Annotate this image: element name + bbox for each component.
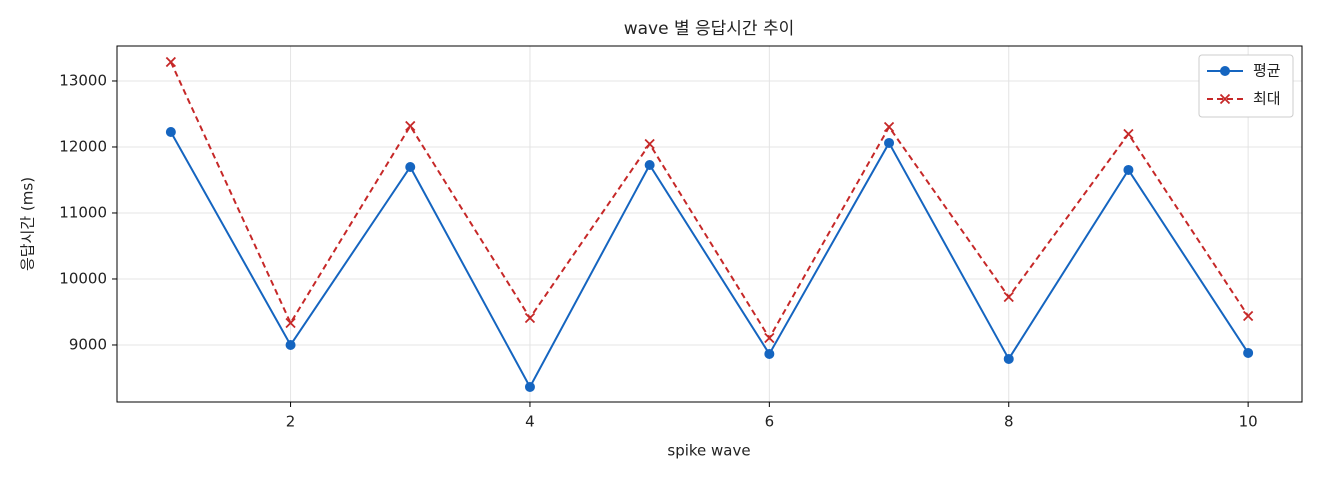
point — [524, 381, 535, 392]
y-tick-label: 12000 — [59, 137, 107, 155]
y-tick-label: 10000 — [59, 269, 107, 287]
legend-marker — [1220, 66, 1230, 76]
point — [1123, 164, 1134, 175]
x-tick-label: 4 — [525, 413, 535, 431]
point — [883, 121, 895, 133]
x-tick-label: 2 — [286, 413, 296, 431]
point — [405, 161, 416, 172]
y-tick-label: 9000 — [69, 335, 107, 353]
point — [405, 120, 416, 132]
point — [285, 339, 296, 350]
point — [644, 159, 655, 170]
point — [644, 138, 655, 150]
series-line — [169, 61, 1249, 340]
point — [1003, 353, 1014, 364]
point — [764, 348, 775, 359]
point — [1243, 310, 1254, 322]
point — [1123, 128, 1134, 140]
y-tick-label: 13000 — [59, 71, 107, 89]
y-axis-label: 응답시간 (ms) — [19, 177, 37, 271]
y-tick-label: 11000 — [59, 203, 107, 221]
point — [285, 317, 296, 329]
x-tick-label: 8 — [1004, 413, 1014, 431]
point — [764, 332, 775, 344]
point — [1003, 291, 1014, 303]
plot-frame — [116, 45, 1303, 403]
point — [884, 137, 895, 148]
x-tick-label: 10 — [1239, 413, 1258, 431]
legend-marker — [1219, 93, 1231, 105]
point — [165, 56, 177, 68]
legend-label: 최대 — [1253, 90, 1281, 108]
chart-title: wave 별 응답시간 추이 — [624, 19, 795, 39]
x-tick-label: 6 — [765, 413, 775, 431]
point — [165, 126, 176, 137]
series-line — [169, 131, 1249, 390]
point — [524, 312, 536, 324]
x-axis-label: spike wave — [667, 442, 750, 460]
point — [1243, 347, 1254, 358]
legend-label: 평균 — [1253, 62, 1281, 80]
